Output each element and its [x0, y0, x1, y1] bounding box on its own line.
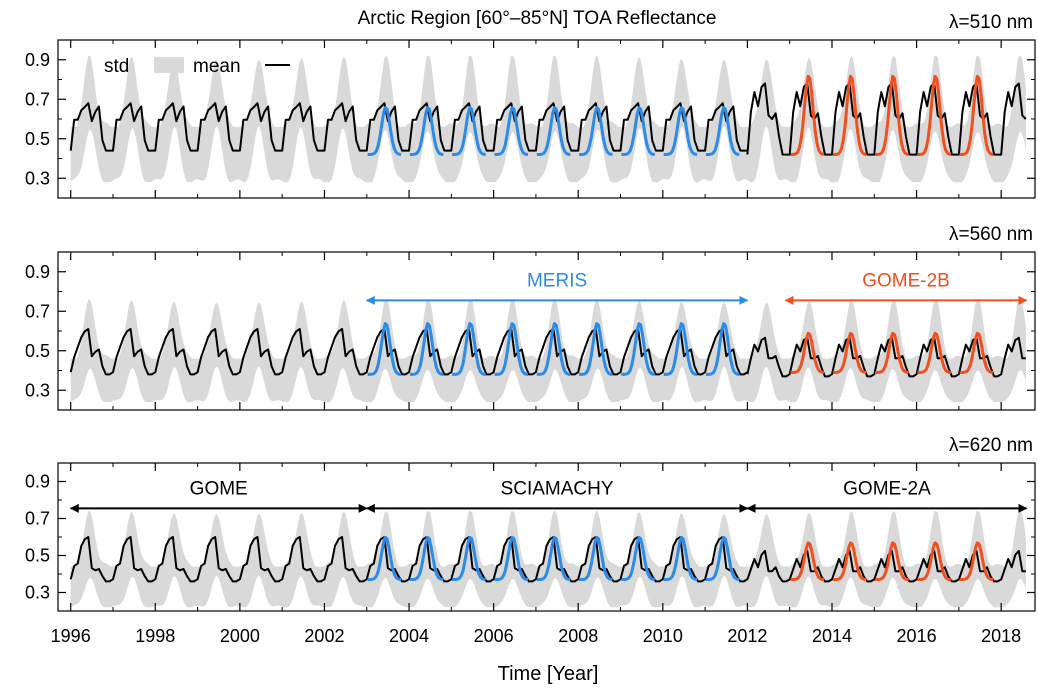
- gome2b-line: [832, 331, 867, 374]
- meris-line: [494, 106, 529, 156]
- std-band: [70, 55, 1026, 183]
- x-tick-label: 1998: [135, 626, 175, 646]
- gome2b-line: [959, 331, 994, 374]
- chart-title: Arctic Region [60°–85°N] TOA Reflectance: [358, 8, 717, 29]
- meris-line: [367, 535, 402, 581]
- x-tick-label: 2018: [981, 626, 1021, 646]
- x-tick-label: 2014: [812, 626, 852, 646]
- gome2b-line: [917, 74, 952, 156]
- y-tick-label: 0.3: [25, 380, 50, 400]
- meris-line: [494, 535, 529, 581]
- meris-line: [621, 535, 655, 581]
- instrument-label: MERIS: [527, 270, 587, 291]
- gome2b-line: [875, 331, 909, 374]
- y-tick-label: 0.5: [25, 546, 50, 566]
- gome2b-line: [832, 74, 867, 156]
- meris-line: [579, 535, 613, 581]
- y-tick-label: 0.3: [25, 168, 50, 188]
- meris-line: [452, 322, 486, 376]
- gome2b-line: [875, 541, 909, 581]
- panel-bottom: 0.3 0.5 0.7 0.9 1996 1998 2000 2002 2004 2006 2008…: [25, 435, 1036, 646]
- meris-line: [409, 322, 444, 376]
- x-tick-label: 2016: [897, 626, 937, 646]
- wavelength-label: λ=620 nm: [949, 435, 1033, 456]
- mean-line: [746, 336, 1026, 378]
- gome2b-line: [959, 74, 994, 156]
- meris-line: [579, 322, 613, 376]
- x-tick-label: 1996: [51, 626, 91, 646]
- instrument-label: SCIAMACHY: [501, 478, 614, 499]
- panel-middle: 0.3 0.5 0.7 0.9 λ=560 nm MERIS GOME-2B: [25, 224, 1036, 411]
- panel-top: 0.3 0.5 0.7 0.9 λ=510 nm std mean: [25, 12, 1036, 199]
- meris-line: [494, 322, 529, 376]
- meris-line: [409, 535, 444, 581]
- meris-line: [409, 106, 444, 156]
- meris-line: [367, 106, 402, 156]
- gome2b-line: [790, 541, 825, 581]
- x-axis-label: Time [Year]: [498, 663, 599, 685]
- x-tick-label: 2006: [474, 626, 514, 646]
- y-tick-label: 0.7: [25, 301, 50, 321]
- mean-line: [69, 536, 748, 583]
- y-tick-label: 0.7: [25, 89, 50, 109]
- wavelength-label: λ=510 nm: [949, 12, 1033, 33]
- gome2b-line: [832, 541, 867, 581]
- y-tick-label: 0.5: [25, 129, 50, 149]
- x-tick-label: 2010: [643, 626, 683, 646]
- mean-line: [746, 82, 1027, 156]
- mean-line: [69, 102, 748, 152]
- gome2b-line: [790, 74, 825, 156]
- y-tick-label: 0.9: [25, 262, 50, 282]
- gome2b-line: [959, 541, 994, 581]
- x-tick-label: 2000: [220, 626, 260, 646]
- meris-line: [452, 535, 486, 581]
- wavelength-label: λ=560 nm: [949, 224, 1033, 245]
- legend-mean-label: mean: [193, 56, 241, 77]
- legend-std-label: std: [104, 56, 129, 77]
- meris-line: [621, 322, 655, 376]
- y-tick-label: 0.9: [25, 472, 50, 492]
- y-tick-label: 0.7: [25, 509, 50, 529]
- gome2b-line: [917, 541, 951, 581]
- gome2b-line: [875, 74, 909, 156]
- mean-line: [69, 328, 748, 376]
- gome2b-line: [917, 331, 951, 374]
- meris-line: [705, 322, 740, 376]
- instrument-label: GOME-2B: [862, 270, 950, 291]
- meris-line: [536, 535, 571, 581]
- std-band: [70, 511, 1026, 608]
- legend: std mean: [104, 56, 290, 77]
- instrument-label: GOME-2A: [843, 478, 931, 499]
- meris-line: [663, 322, 698, 376]
- meris-line: [536, 322, 571, 376]
- meris-line: [705, 535, 740, 581]
- meris-line: [663, 535, 698, 581]
- meris-line: [663, 106, 698, 156]
- meris-line: [536, 106, 571, 156]
- x-tick-label: 2002: [304, 626, 344, 646]
- x-tick-label: 2008: [558, 626, 598, 646]
- meris-line: [705, 106, 740, 156]
- x-tick-label: 2004: [389, 626, 429, 646]
- y-tick-label: 0.3: [25, 583, 50, 603]
- instrument-label: GOME: [190, 478, 248, 499]
- y-tick-label: 0.5: [25, 341, 50, 361]
- legend-std-swatch: [154, 57, 184, 73]
- gome2b-line: [790, 331, 825, 374]
- x-tick-label: 2012: [727, 626, 767, 646]
- mean-line: [746, 549, 1026, 583]
- meris-line: [579, 106, 613, 156]
- meris-line: [452, 106, 486, 156]
- meris-line: [367, 322, 402, 376]
- panels: 0.3 0.5 0.7 0.9 λ=510 nm std mean 0.3 0.5 0.7 0.9 λ…: [25, 12, 1036, 646]
- y-tick-label: 0.9: [25, 50, 50, 70]
- meris-line: [621, 106, 655, 156]
